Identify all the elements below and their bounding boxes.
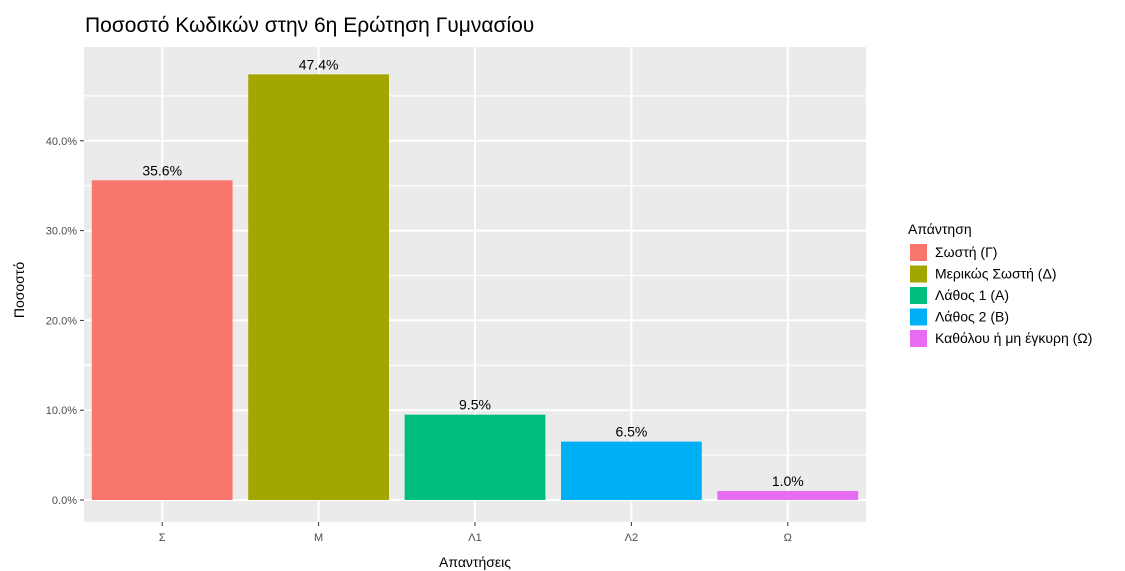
chart-title: Ποσοστό Κωδικών στην 6η Ερώτηση Γυμνασίο… xyxy=(85,14,534,37)
legend-label: Καθόλου ή μη έγκυρη (Ω) xyxy=(935,330,1092,346)
legend-key xyxy=(910,287,927,304)
x-axis: Σ Μ Λ1 Λ2 Ω xyxy=(159,522,792,544)
data-label: 35.6% xyxy=(142,162,182,178)
y-tick-label: 20.0% xyxy=(46,315,77,327)
legend: Απάντηση Σωστή (Γ) Μερικώς Σωστή (Δ) Λάθος… xyxy=(908,221,1092,347)
x-axis-title: Απαντήσεις xyxy=(439,554,511,570)
y-tick-label: 10.0% xyxy=(46,405,77,417)
legend-key xyxy=(910,265,927,283)
y-axis-title: Ποσοστό xyxy=(11,262,27,318)
legend-title: Απάντηση xyxy=(908,221,972,237)
x-tick-label: Ω xyxy=(784,532,792,544)
data-labels: 35.6% 47.4% 9.5% 6.5% 1.0% xyxy=(142,56,803,489)
bars xyxy=(91,74,859,501)
data-label: 6.5% xyxy=(615,424,647,440)
legend-key xyxy=(910,244,927,261)
bar-Λ1 xyxy=(404,414,546,500)
data-label: 9.5% xyxy=(459,397,491,413)
x-tick-label: Λ1 xyxy=(468,532,481,544)
bar-Ω xyxy=(717,491,859,500)
legend-label: Μερικώς Σωστή (Δ) xyxy=(935,266,1056,282)
bar-Σ xyxy=(91,180,233,500)
y-axis: 0.0% 10.0% 20.0% 30.0% 40.0% xyxy=(46,136,84,507)
legend-label: Λάθος 1 (Α) xyxy=(935,287,1009,303)
x-tick-label: Σ xyxy=(159,532,166,544)
x-tick-label: Λ2 xyxy=(625,532,638,544)
y-tick-label: 0.0% xyxy=(52,495,77,507)
data-label: 47.4% xyxy=(299,56,339,72)
bar-Μ xyxy=(248,74,389,501)
legend-key xyxy=(910,330,927,347)
y-tick-label: 40.0% xyxy=(46,136,77,148)
x-tick-label: Μ xyxy=(314,532,323,544)
legend-label: Σωστή (Γ) xyxy=(935,244,997,260)
data-label: 1.0% xyxy=(772,473,804,489)
y-tick-label: 30.0% xyxy=(46,226,77,238)
legend-label: Λάθος 2 (Β) xyxy=(935,309,1009,325)
bar-Λ2 xyxy=(561,441,702,500)
legend-key xyxy=(910,308,927,326)
